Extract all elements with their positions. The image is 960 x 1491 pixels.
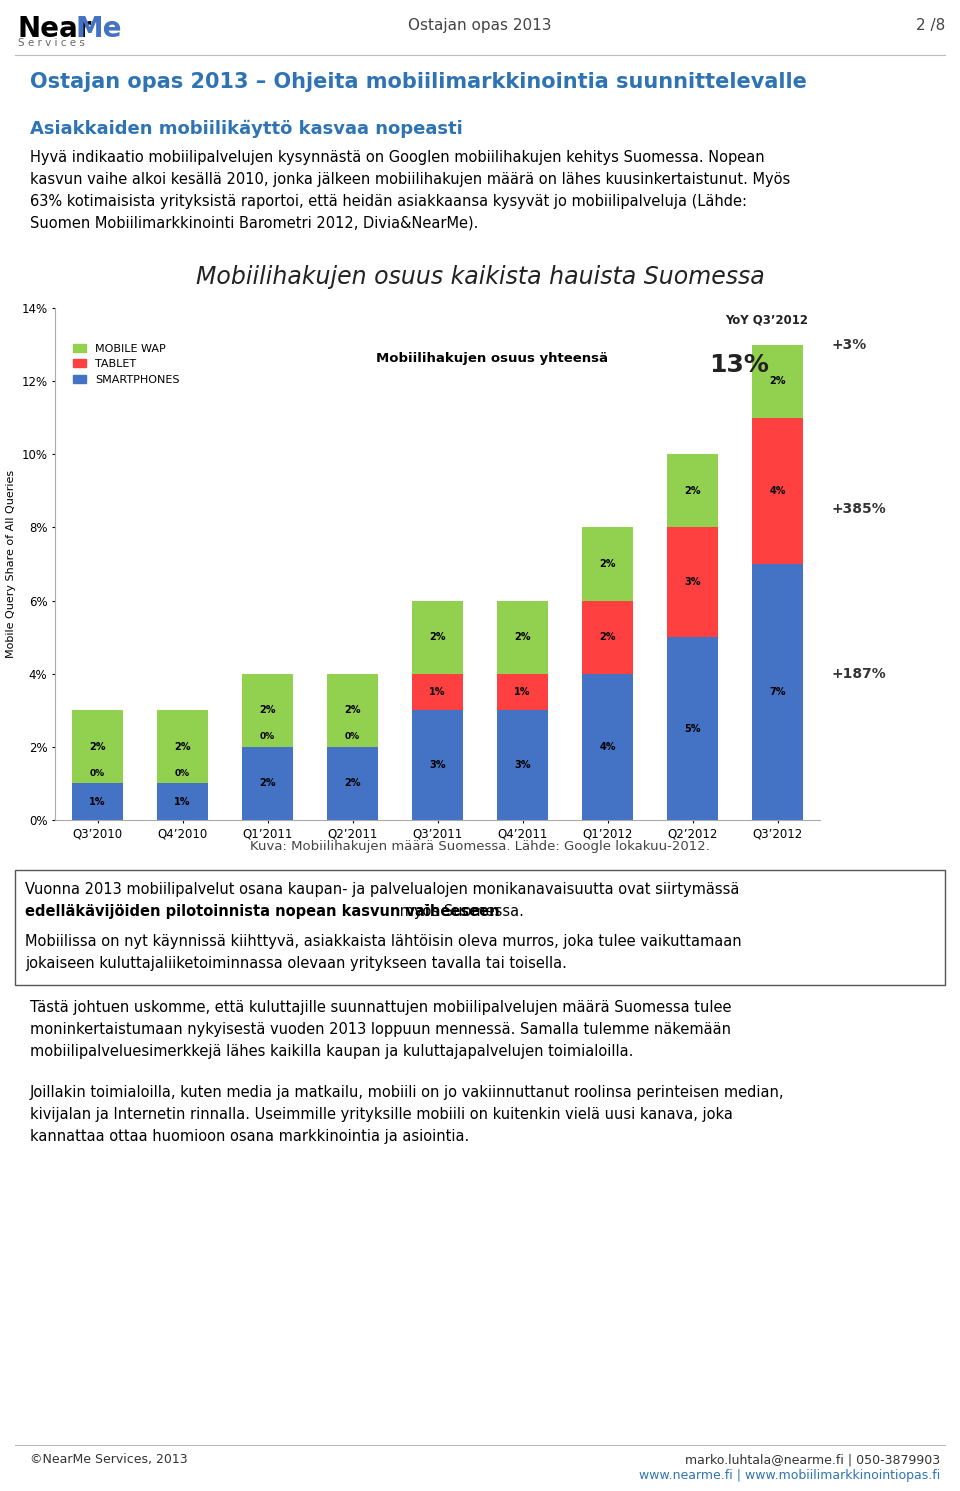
Text: 0%: 0%: [175, 769, 190, 778]
Bar: [157, 710, 208, 783]
Text: myös Suomessa.: myös Suomessa.: [395, 904, 524, 918]
Text: mobiilipalveluesimerkkejä lähes kaikilla kaupan ja kuluttajapalvelujen toimialoi: mobiilipalveluesimerkkejä lähes kaikilla…: [30, 1044, 634, 1059]
Text: kannattaa ottaa huomioon osana markkinointia ja asiointia.: kannattaa ottaa huomioon osana markkinoi…: [30, 1129, 469, 1144]
Text: kasvun vaihe alkoi kesällä 2010, jonka jälkeen mobiilihakujen määrä on lähes kuu: kasvun vaihe alkoi kesällä 2010, jonka j…: [30, 171, 790, 186]
Bar: [667, 528, 718, 637]
Text: Joillakin toimialoilla, kuten media ja matkailu, mobiili on jo vakiinnuttanut ro: Joillakin toimialoilla, kuten media ja m…: [30, 1085, 784, 1100]
Bar: [582, 528, 633, 601]
Text: www.nearme.fi | www.mobiilimarkkinointiopas.fi: www.nearme.fi | www.mobiilimarkkinointio…: [638, 1469, 940, 1482]
Text: 0%: 0%: [345, 732, 360, 741]
Text: Suomen Mobiilimarkkinointi Barometri 2012, Divia&NearMe).: Suomen Mobiilimarkkinointi Barometri 201…: [30, 216, 478, 231]
Text: 5%: 5%: [684, 723, 701, 734]
Text: 2 /8: 2 /8: [916, 18, 945, 33]
Text: 13%: 13%: [709, 353, 769, 377]
Text: 7%: 7%: [769, 687, 785, 696]
Bar: [582, 601, 633, 674]
Text: 2%: 2%: [599, 632, 615, 643]
Text: 2%: 2%: [684, 486, 701, 497]
Text: 1%: 1%: [515, 687, 531, 696]
Text: 0%: 0%: [90, 769, 105, 778]
Bar: [157, 783, 208, 820]
Bar: [72, 710, 123, 783]
Text: Ostajan opas 2013: Ostajan opas 2013: [408, 18, 552, 33]
Text: 4%: 4%: [599, 743, 615, 751]
Text: Mobiilissa on nyt käynnissä kiihttyvä, asiakkaista lähtöisin oleva murros, joka : Mobiilissa on nyt käynnissä kiihttyvä, a…: [25, 933, 742, 948]
Text: 2%: 2%: [259, 705, 276, 716]
Text: 2%: 2%: [345, 705, 361, 716]
Bar: [242, 674, 293, 747]
Text: 2%: 2%: [769, 376, 785, 386]
Text: 63% kotimaisista yrityksistä raportoi, että heidän asiakkaansa kysyvät jo mobiil: 63% kotimaisista yrityksistä raportoi, e…: [30, 194, 747, 209]
Text: ©NearMe Services, 2013: ©NearMe Services, 2013: [30, 1454, 187, 1466]
Bar: [752, 417, 803, 564]
Text: Kuva: Mobiilihakujen määrä Suomessa. Lähde: Google lokakuu-2012.: Kuva: Mobiilihakujen määrä Suomessa. Läh…: [250, 839, 710, 853]
FancyBboxPatch shape: [15, 871, 945, 986]
Text: S e r v i c e s: S e r v i c e s: [18, 37, 84, 48]
Bar: [497, 601, 548, 674]
Text: Vuonna 2013 mobiilipalvelut osana kaupan- ja palvelualojen monikanavaisuutta ova: Vuonna 2013 mobiilipalvelut osana kaupan…: [25, 883, 739, 898]
Text: +187%: +187%: [831, 666, 886, 681]
Bar: [412, 674, 463, 710]
Text: 1%: 1%: [429, 687, 445, 696]
Text: Mobiilihakujen osuus kaikista hauista Suomessa: Mobiilihakujen osuus kaikista hauista Su…: [196, 265, 764, 289]
Text: 1%: 1%: [175, 796, 191, 807]
Text: marko.luhtala@nearme.fi | 050-3879903: marko.luhtala@nearme.fi | 050-3879903: [684, 1454, 940, 1466]
Text: 2%: 2%: [599, 559, 615, 570]
Bar: [582, 674, 633, 820]
Text: 2%: 2%: [175, 743, 191, 751]
Text: Mobiilihakujen osuus yhteensä: Mobiilihakujen osuus yhteensä: [376, 352, 609, 365]
Bar: [667, 637, 718, 820]
Text: 3%: 3%: [515, 760, 531, 771]
Text: +3%: +3%: [831, 337, 867, 352]
Legend: MOBILE WAP, TABLET, SMARTPHONES: MOBILE WAP, TABLET, SMARTPHONES: [68, 338, 183, 389]
Text: 3%: 3%: [429, 760, 445, 771]
Text: edelläkävijöiden pilotoinnista nopean kasvun vaiheeseen: edelläkävijöiden pilotoinnista nopean ka…: [25, 904, 499, 918]
Text: Asiakkaiden mobiilikäyttö kasvaa nopeasti: Asiakkaiden mobiilikäyttö kasvaa nopeas…: [30, 119, 463, 139]
Bar: [667, 455, 718, 528]
Text: 2%: 2%: [259, 778, 276, 789]
Bar: [72, 783, 123, 820]
Text: 4%: 4%: [769, 486, 785, 497]
Y-axis label: Mobile Query Share of All Queries: Mobile Query Share of All Queries: [6, 470, 15, 658]
Bar: [497, 674, 548, 710]
Bar: [242, 747, 293, 820]
Bar: [327, 747, 378, 820]
Text: jokaiseen kuluttajaliiketoiminnassa olevaan yritykseen tavalla tai toisella.: jokaiseen kuluttajaliiketoiminnassa olev…: [25, 956, 566, 971]
Bar: [412, 710, 463, 820]
Text: 2%: 2%: [89, 743, 106, 751]
Text: 2%: 2%: [429, 632, 445, 643]
Text: kivijalan ja Internetin rinnalla. Useimmille yrityksille mobiili on kuitenkin vi: kivijalan ja Internetin rinnalla. Useimm…: [30, 1106, 732, 1123]
Text: Me: Me: [76, 15, 123, 43]
Text: moninkertaistumaan nykyisestä vuoden 2013 loppuun mennessä. Samalla tulemme näke: moninkertaistumaan nykyisestä vuoden 201…: [30, 1021, 731, 1038]
Text: 0%: 0%: [260, 732, 276, 741]
Bar: [752, 344, 803, 417]
Text: 1%: 1%: [89, 796, 106, 807]
Text: 2%: 2%: [515, 632, 531, 643]
Text: YoY Q3’2012: YoY Q3’2012: [725, 313, 808, 327]
Bar: [412, 601, 463, 674]
Bar: [752, 564, 803, 820]
Bar: [327, 674, 378, 747]
Text: +385%: +385%: [831, 502, 886, 516]
Text: Ostajan opas 2013 – Ohjeita mobiilimarkkinointia suunnittelevalle: Ostajan opas 2013 – Ohjeita mobiilimarkk…: [30, 72, 806, 92]
Text: Tästä johtuen uskomme, että kuluttajille suunnattujen mobiilipalvelujen määrä Su: Tästä johtuen uskomme, että kuluttajille…: [30, 1000, 732, 1015]
Text: Near: Near: [18, 15, 92, 43]
Text: 2%: 2%: [345, 778, 361, 789]
Bar: [497, 710, 548, 820]
Text: 3%: 3%: [684, 577, 701, 587]
Text: Hyvä indikaatio mobiilipalvelujen kysynnästä on Googlen mobiilihakujen kehitys S: Hyvä indikaatio mobiilipalvelujen kysynn…: [30, 151, 764, 166]
